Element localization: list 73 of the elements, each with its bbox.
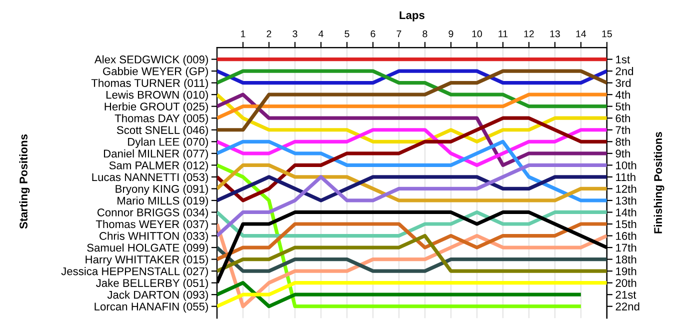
- y2-tick-label: 5th: [616, 102, 630, 110]
- y2-axis-title: Finishing Positions: [654, 132, 664, 234]
- y2-tick-label: 22nd: [616, 302, 640, 310]
- y2-tick-label: 15th: [616, 220, 636, 228]
- category-label: Mario MILLS (019): [118, 196, 208, 207]
- x-tick-label: 8: [422, 30, 428, 38]
- y2-tick-label: 4th: [615, 90, 630, 99]
- category-label: Lucas NANNETTI (053): [92, 172, 208, 184]
- category-label: Gabbie WEYER (GP): [103, 67, 208, 78]
- line-series: [217, 163, 607, 202]
- y2-tick-label: 13th: [616, 196, 636, 205]
- y2-tick-label: 9th: [616, 149, 630, 158]
- line-series: [217, 116, 607, 202]
- x-tick-label: 7: [396, 30, 402, 38]
- category-label: Lorcan HANAFIN (055): [94, 302, 208, 313]
- x-tick-label: 11: [498, 30, 508, 38]
- category-label: Jack DARTON (093): [107, 290, 208, 301]
- y2-tick-label: 1st: [616, 56, 630, 64]
- category-label: Daniel MILNER (077): [104, 149, 208, 160]
- y2-tick-label: 21st: [616, 290, 636, 299]
- y2-tick-label: 14th: [616, 208, 636, 216]
- category-label: Alex SEDGWICK (009): [94, 55, 208, 66]
- x-tick-label: 2: [266, 30, 272, 38]
- x-tick-label: 1: [241, 30, 246, 38]
- y2-tick-label: 20th: [616, 278, 636, 287]
- line-series: [217, 222, 607, 262]
- y2-tick-label: 19th: [616, 267, 636, 276]
- category-label: Lewis BROWN (010): [106, 90, 208, 101]
- y2-tick-label: 2nd: [616, 67, 634, 76]
- x-tick-label: 10: [472, 30, 482, 38]
- x-tick-label: 4: [318, 30, 324, 38]
- category-label: Thomas DAY (005): [114, 114, 208, 124]
- line-series: [217, 163, 607, 238]
- line-series: [217, 234, 607, 273]
- x-tick-label: 12: [524, 30, 534, 38]
- category-label: Dylan LEE (070): [128, 138, 208, 148]
- x-tick-label: 15: [602, 30, 612, 38]
- y2-tick-label: 18th: [616, 255, 636, 264]
- x-tick-label: 14: [576, 30, 586, 38]
- line-series: [217, 140, 607, 202]
- category-label: Chris WHITTON (033): [100, 232, 208, 242]
- line-series: [217, 92, 607, 167]
- category-label: Samuel HOLGATE (099): [87, 244, 208, 254]
- x-axis-title: Laps: [400, 11, 424, 22]
- y2-tick-label: 6th: [616, 114, 630, 122]
- y2-tick-label: 10th: [616, 161, 636, 170]
- y2-tick-label: 8th: [616, 138, 630, 146]
- line-series: [217, 69, 607, 108]
- category-label: Herbie GROUT (025): [104, 102, 208, 113]
- category-label: Scott SNELL (046): [116, 126, 208, 136]
- category-label: Jessica HEPPENSTALL (027): [61, 267, 208, 278]
- text: Starting Positions: [19, 134, 30, 229]
- x-tick-label: 13: [550, 30, 560, 38]
- category-label: Jake BELLERBY (051): [96, 278, 208, 290]
- category-label: Connor BRIGGS (034): [97, 208, 208, 219]
- category-label: Sam PALMER (012): [109, 161, 208, 172]
- x-tick-label: 6: [370, 30, 376, 38]
- category-label: Bryony KING (091): [116, 184, 208, 196]
- line-series: [217, 128, 607, 167]
- y2-tick-label: 7th: [616, 126, 630, 134]
- y2-tick-label: 16th: [616, 232, 636, 240]
- category-label: Harry WHITTAKER (015): [86, 255, 208, 266]
- category-label: Thomas WEYER (037): [96, 220, 208, 230]
- line-series: [217, 69, 607, 132]
- x-tick-label: 3: [292, 30, 298, 38]
- x-tick-label: 9: [448, 30, 454, 38]
- line-series: [217, 92, 607, 144]
- y2-tick-label: 12th: [616, 184, 636, 193]
- y2-tick-label: 11th: [616, 172, 636, 182]
- x-tick-label: 5: [344, 30, 350, 38]
- y2-tick-label: 17th: [616, 244, 636, 252]
- y2-tick-label: 3rd: [616, 78, 631, 87]
- category-label: Thomas TURNER (011): [91, 78, 208, 90]
